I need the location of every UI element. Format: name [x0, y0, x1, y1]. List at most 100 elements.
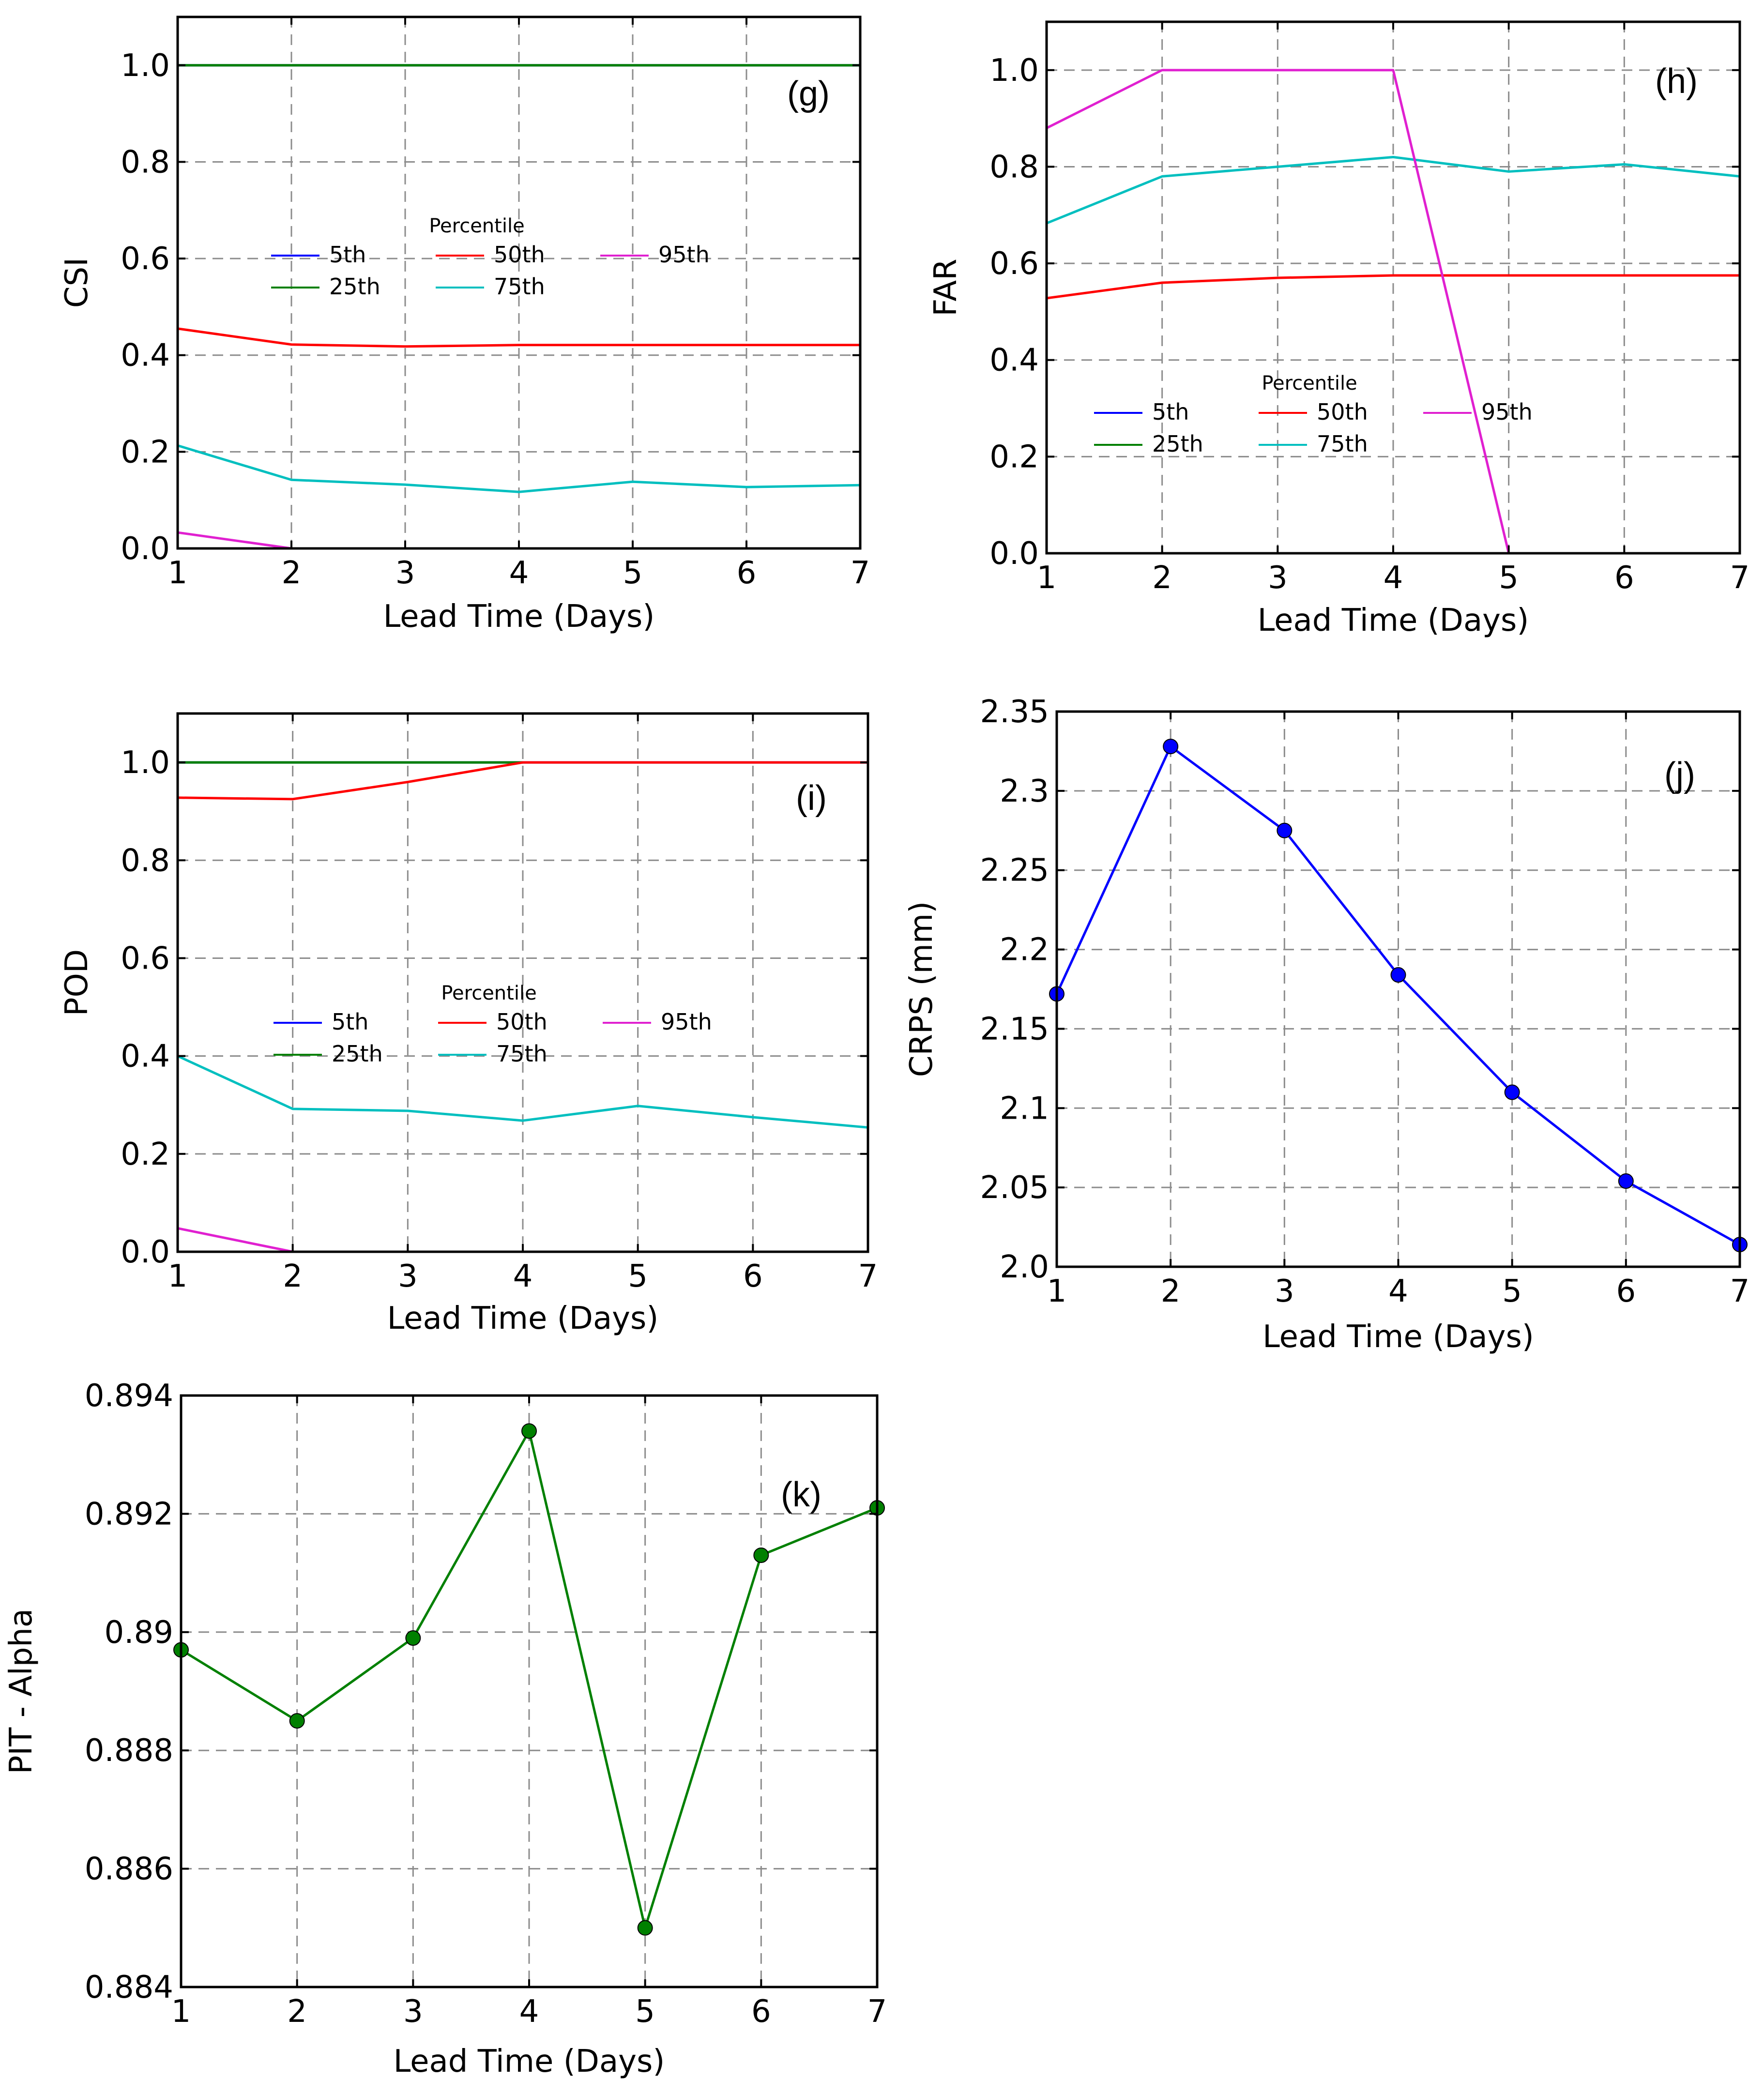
- x-tick-label: 6: [743, 1259, 763, 1294]
- x-axis-label: Lead Time (Days): [383, 599, 655, 635]
- legend-entry: 5th: [329, 242, 366, 268]
- x-tick-label: 5: [623, 555, 643, 591]
- y-tick-label: 0.0: [121, 531, 170, 567]
- series-line-50th: [178, 327, 860, 348]
- series-line-50th: [178, 761, 868, 801]
- series-line-95th: [1047, 69, 1510, 554]
- y-tick-label: 0.884: [85, 1970, 173, 2005]
- y-tick-label: 2.35: [980, 694, 1049, 730]
- legend-title: Percentile: [429, 215, 524, 237]
- panel-label: (k): [781, 1475, 821, 1514]
- legend-entry: 5th: [1152, 399, 1189, 425]
- panel-j: 1 2 3 4 5 6 7 2.0 2.05 2.1 2.15 2.2 2.25 2.3 2.35 Lead …: [904, 694, 1749, 1355]
- data-point: [1163, 739, 1179, 755]
- data-point: [637, 1920, 653, 1936]
- series-line-95th: [178, 1227, 293, 1253]
- legend-entry: 75th: [494, 273, 545, 300]
- y-tick-label: 2.25: [980, 853, 1049, 889]
- y-axis-label: PIT - Alpha: [3, 1608, 39, 1774]
- y-tick-label: 2.2: [1000, 932, 1049, 968]
- x-tick-label: 4: [519, 1994, 539, 2030]
- series-line-95th: [178, 531, 292, 550]
- y-tick-label: 0.2: [989, 439, 1039, 475]
- y-tick-label: 0.4: [989, 343, 1039, 379]
- y-tick-label: 0.2: [121, 1137, 170, 1172]
- panel-k: 1 2 3 4 5 6 7 0.884 0.886 0.888 0.89 0.892 0.894 Lead…: [3, 1378, 887, 2079]
- y-tick-label: 0.6: [989, 246, 1039, 282]
- x-tick-label: 1: [171, 1994, 191, 2030]
- y-tick-label: 0.2: [121, 434, 170, 470]
- x-tick-label: 7: [1730, 560, 1750, 596]
- x-tick-label: 7: [1730, 1274, 1750, 1309]
- legend-entry: 75th: [496, 1041, 547, 1067]
- data-point: [521, 1423, 537, 1439]
- y-tick-label: 0.0: [989, 536, 1039, 572]
- legend-entry: 95th: [661, 1009, 712, 1035]
- y-tick-label: 0.4: [121, 338, 170, 374]
- x-tick-label: 1: [168, 555, 188, 591]
- x-tick-label: 3: [1268, 560, 1288, 596]
- legend: Percentile 5th 25th 50th 75th 95th: [274, 982, 712, 1067]
- data-layer: [178, 64, 860, 550]
- series-line-75th: [1047, 155, 1740, 225]
- x-axis-label: Lead Time (Days): [387, 1301, 659, 1336]
- x-tick-label: 2: [287, 1994, 307, 2030]
- y-tick-label: 0.892: [85, 1496, 173, 1532]
- y-axis-label: CSI: [59, 258, 95, 308]
- legend-title: Percentile: [1262, 372, 1357, 395]
- series-line-50th: [1047, 274, 1740, 300]
- y-tick-label: 0.888: [85, 1733, 173, 1769]
- x-tick-label: 6: [751, 1994, 771, 2030]
- legend-entry: 95th: [658, 242, 710, 268]
- x-tick-label: 3: [1275, 1274, 1294, 1309]
- x-tick-label: 3: [403, 1994, 423, 2030]
- y-tick-label: 2.15: [980, 1011, 1049, 1047]
- x-tick-label: 4: [513, 1259, 533, 1294]
- legend-entry: 95th: [1481, 399, 1533, 425]
- x-tick-label: 6: [1616, 1274, 1636, 1309]
- x-tick-label: 2: [282, 555, 302, 591]
- data-point: [289, 1713, 305, 1729]
- y-tick-label: 2.05: [980, 1170, 1049, 1206]
- data-point: [753, 1547, 769, 1563]
- legend: Percentile 5th 25th 50th 75th 95th: [271, 215, 710, 300]
- x-tick-label: 2: [1161, 1274, 1181, 1309]
- y-tick-label: 0.6: [121, 241, 170, 277]
- legend-entry: 50th: [496, 1009, 547, 1035]
- y-tick-label: 0.8: [121, 144, 170, 180]
- legend-entry: 25th: [329, 273, 380, 300]
- x-tick-label: 5: [628, 1259, 648, 1294]
- y-tick-label: 0.89: [105, 1615, 174, 1651]
- x-tick-label: 6: [737, 555, 757, 591]
- y-tick-label: 0.6: [121, 941, 170, 976]
- y-tick-label: 0.894: [85, 1378, 173, 1414]
- data-point: [1618, 1173, 1634, 1189]
- y-axis-label: FAR: [928, 258, 964, 316]
- y-tick-label: 0.8: [121, 843, 170, 879]
- x-tick-label: 4: [1384, 560, 1403, 596]
- panel-h: 1 2 3 4 5 6 7 0.0 0.2 0.4 0.6 0.8 1.0 Lead Time (Days…: [928, 20, 1750, 638]
- x-tick-label: 6: [1614, 560, 1634, 596]
- y-tick-label: 2.3: [1000, 774, 1049, 809]
- y-axis-label: CRPS (mm): [904, 901, 940, 1077]
- data-point: [1390, 967, 1406, 983]
- y-axis-label: POD: [59, 949, 95, 1016]
- legend-entry: 50th: [1317, 399, 1368, 425]
- data-point: [405, 1630, 421, 1646]
- legend-entry: 5th: [332, 1009, 368, 1035]
- x-tick-label: 7: [851, 555, 870, 591]
- x-tick-label: 2: [1152, 560, 1172, 596]
- x-tick-label: 3: [395, 555, 415, 591]
- data-layer: [1047, 69, 1740, 554]
- panel-label: (i): [796, 779, 827, 818]
- x-tick-label: 7: [858, 1259, 878, 1294]
- x-axis-label: Lead Time (Days): [1262, 1319, 1534, 1355]
- y-tick-label: 0.8: [989, 149, 1039, 185]
- data-point: [1277, 822, 1293, 838]
- legend-entry: 50th: [494, 242, 545, 268]
- series-line-75th: [178, 1055, 868, 1129]
- panel-i: 1 2 3 4 5 6 7 0.0 0.2 0.4 0.6 0.8 1.0 Lead Time (Days…: [59, 712, 878, 1336]
- panel-g: 1 2 3 4 5 6 7 0.0 0.2 0.4 0.6 0.8 1.0 Lead Time (Days…: [59, 15, 870, 635]
- data-layer: [178, 761, 868, 1253]
